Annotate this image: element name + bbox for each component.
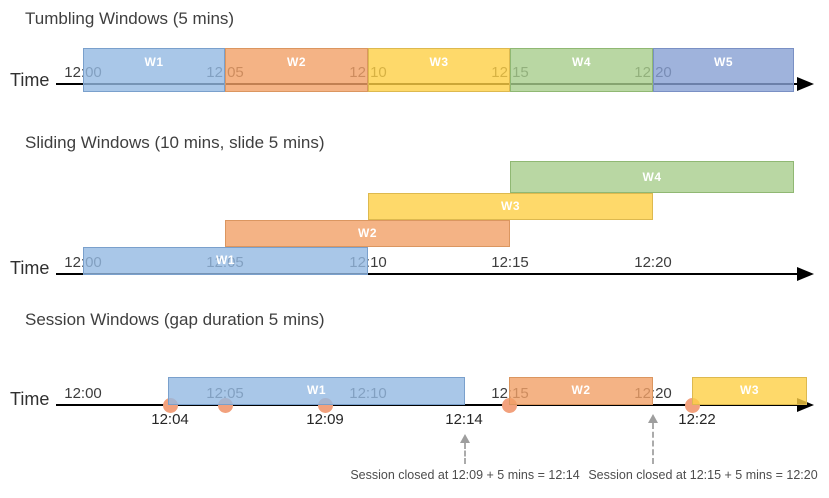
tumbling-section-title: Tumbling Windows (5 mins): [25, 9, 235, 28]
session-window-w3: W3: [692, 377, 807, 405]
sliding-time-axis: [56, 273, 798, 275]
sliding-window-w2: W2: [225, 220, 510, 247]
sliding-tick-1220: 12:20: [634, 254, 672, 271]
session-close-annotation-1: Session closed at 12:09 + 5 mins = 12:14: [350, 468, 580, 482]
session-time-axis: [56, 404, 798, 406]
sliding-time-axis-label: Time: [10, 258, 50, 278]
session-window-w1-label: W1: [307, 383, 326, 397]
sliding-section-title: Sliding Windows (10 mins, slide 5 mins): [25, 133, 325, 152]
tumbling-window-w1-label: W1: [144, 55, 164, 69]
sliding-window-w2-label: W2: [358, 226, 377, 240]
tumbling-time-axis-label: Time: [10, 70, 50, 90]
tumbling-window-w3: W3: [368, 48, 510, 92]
tumbling-window-w5: W5: [653, 48, 794, 92]
tumbling-window-w4: W4: [510, 48, 653, 92]
session-close-label-1214: 12:14: [445, 411, 483, 428]
session-window-w2-label: W2: [571, 383, 591, 397]
tumbling-window-w3-label: W3: [429, 55, 449, 69]
session-close-arrowhead-2-icon: [648, 414, 658, 423]
session-window-w1: W1: [168, 377, 465, 405]
session-event-label-1222: 12:22: [678, 411, 716, 428]
tumbling-axis-arrowhead-icon: [797, 77, 814, 91]
session-time-axis-label: Time: [10, 389, 50, 409]
tumbling-window-w2-label: W2: [287, 55, 306, 69]
sliding-window-w1-label: W1: [216, 253, 235, 267]
sliding-window-w1: W1: [83, 247, 368, 275]
session-event-label-1204: 12:04: [151, 411, 189, 428]
sliding-window-w3-label: W3: [501, 199, 520, 213]
sliding-window-w4-label: W4: [642, 170, 662, 184]
session-tick-1200: 12:00: [64, 385, 102, 402]
session-close-arrow-2: [652, 423, 654, 464]
sliding-tick-1215: 12:15: [491, 254, 529, 271]
session-event-label-1209: 12:09: [306, 411, 344, 428]
tumbling-window-w2: W2: [225, 48, 368, 92]
session-close-arrow-1: [464, 443, 466, 464]
sliding-axis-arrowhead-icon: [797, 267, 814, 281]
tumbling-window-w1: W1: [83, 48, 225, 92]
sliding-window-w3: W3: [368, 193, 653, 220]
tumbling-window-w5-label: W5: [714, 55, 733, 69]
session-window-w2: W2: [509, 377, 653, 405]
session-close-annotation-2: Session closed at 12:15 + 5 mins = 12:20: [588, 468, 818, 482]
session-close-arrowhead-1-icon: [460, 434, 470, 443]
session-window-w3-label: W3: [740, 383, 759, 397]
sliding-window-w4: W4: [510, 161, 794, 193]
tumbling-window-w4-label: W4: [572, 55, 591, 69]
session-section-title: Session Windows (gap duration 5 mins): [25, 310, 325, 329]
